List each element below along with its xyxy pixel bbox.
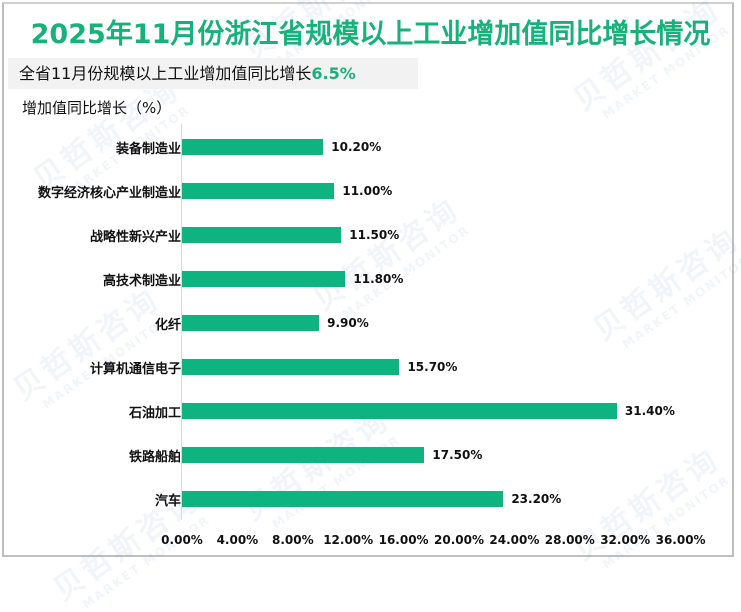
x-tick-label: 28.00%	[544, 533, 595, 547]
bar	[182, 271, 346, 287]
category-label: 高技术制造业	[102, 274, 181, 289]
bar	[182, 491, 504, 507]
category-label: 战略性新兴产业	[89, 230, 181, 245]
x-tick-label: 16.00%	[378, 533, 429, 547]
x-tick-label: 12.00%	[323, 533, 374, 547]
value-label: 31.40%	[624, 404, 675, 418]
summary-banner: 全省11月份规模以上工业增加值同比增长6.5%	[8, 58, 418, 89]
chart-title: 2025年11月份浙江省规模以上工业增加值同比增长情况	[30, 19, 711, 50]
value-label: 10.20%	[331, 140, 382, 154]
x-tick-label: 24.00%	[489, 533, 540, 547]
y-axis-line	[181, 124, 182, 520]
x-tick-label: 32.00%	[600, 533, 651, 547]
category-label: 石油加工	[128, 406, 181, 421]
value-label: 11.80%	[353, 272, 404, 286]
bar	[182, 227, 342, 243]
x-tick-label: 8.00%	[271, 533, 314, 547]
chart-frame	[2, 2, 734, 557]
x-tick-label: 20.00%	[434, 533, 484, 547]
category-label: 数字经济核心产业制造业	[37, 186, 181, 201]
category-label: 计算机通信电子	[89, 362, 181, 377]
value-label: 15.70%	[407, 360, 458, 374]
value-label: 9.90%	[327, 316, 369, 330]
x-tick-label: 0.00%	[161, 533, 203, 547]
value-label: 11.00%	[342, 184, 393, 198]
category-label: 铁路船舶	[128, 450, 181, 465]
category-label: 化纤	[154, 318, 181, 333]
bar	[182, 315, 320, 331]
value-label: 17.50%	[432, 448, 483, 462]
bar	[182, 359, 400, 375]
y-axis-title: 增加值同比增长（%）	[22, 99, 172, 117]
summary-value: 6.5%	[311, 64, 356, 83]
category-label: 装备制造业	[115, 142, 181, 157]
value-label: 23.20%	[511, 492, 562, 506]
bar	[182, 139, 324, 155]
bar	[182, 403, 617, 419]
category-label: 汽车	[154, 494, 181, 509]
summary-text: 全省11月份规模以上工业增加值同比增长	[19, 64, 312, 83]
x-tick-label: 4.00%	[216, 533, 259, 547]
bar	[182, 183, 335, 199]
x-tick-label: 36.00%	[655, 533, 706, 547]
value-label: 11.50%	[349, 228, 400, 242]
bar	[182, 447, 425, 463]
